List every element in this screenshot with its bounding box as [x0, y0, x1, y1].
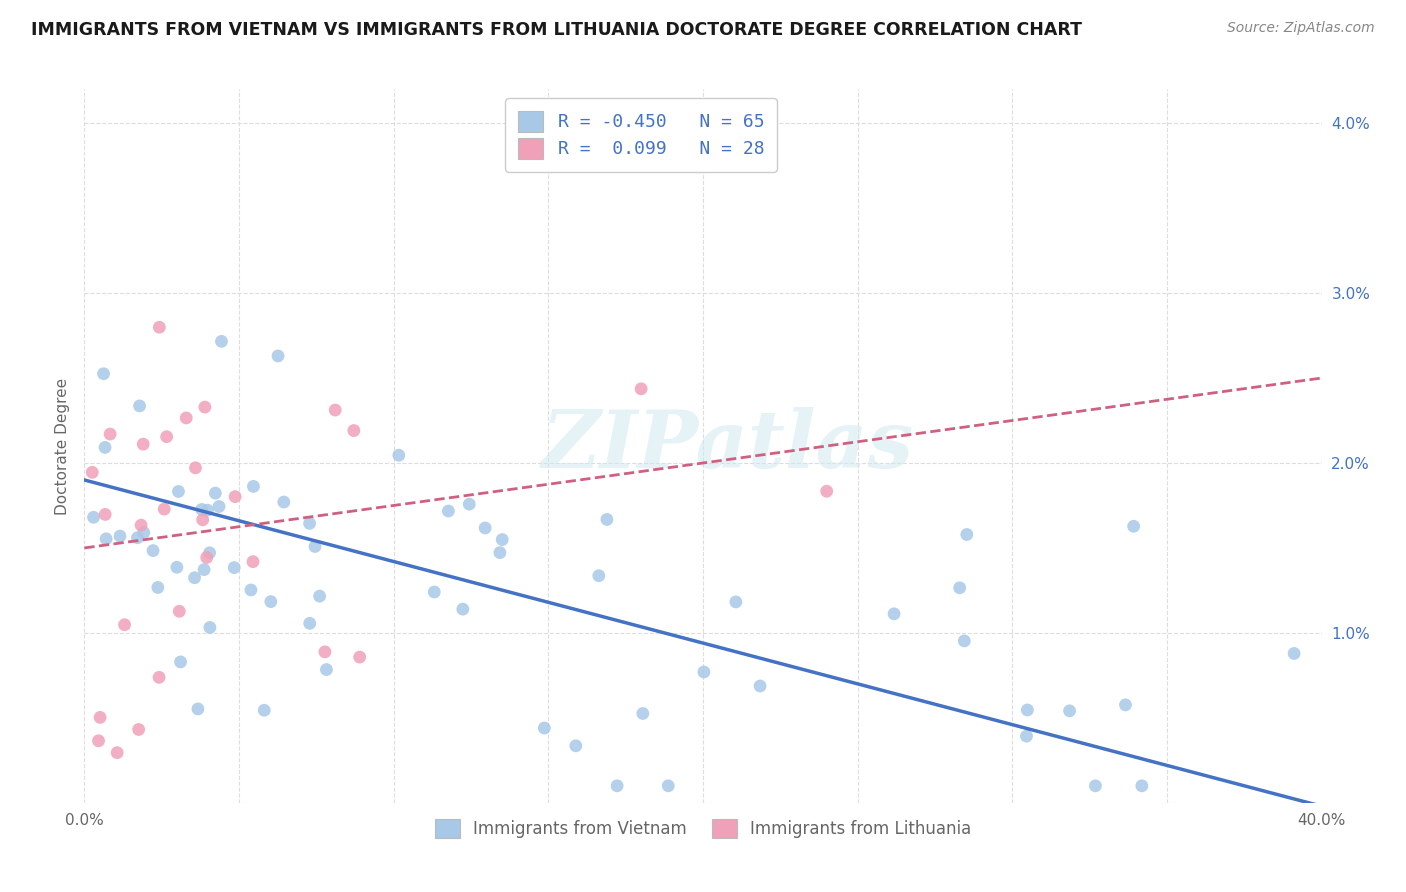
- Point: [565, 739, 588, 753]
- Point: [343, 424, 366, 438]
- Point: [87, 733, 110, 747]
- Point: [260, 594, 283, 608]
- Point: [98, 427, 121, 442]
- Point: [132, 525, 155, 540]
- Point: [458, 497, 481, 511]
- Point: [132, 437, 155, 451]
- Point: [533, 721, 555, 735]
- Point: [224, 560, 246, 574]
- Point: [949, 581, 972, 595]
- Point: [224, 490, 246, 504]
- Point: [195, 503, 218, 517]
- Point: [167, 484, 190, 499]
- Point: [749, 679, 772, 693]
- Point: [1084, 779, 1107, 793]
- Point: [298, 616, 321, 631]
- Point: [423, 585, 446, 599]
- Point: [693, 665, 716, 679]
- Point: [148, 670, 170, 684]
- Point: [1017, 703, 1039, 717]
- Point: [242, 555, 264, 569]
- Point: [657, 779, 679, 793]
- Point: [191, 513, 214, 527]
- Point: [83, 510, 105, 524]
- Point: [211, 334, 233, 349]
- Point: [153, 502, 176, 516]
- Point: [267, 349, 290, 363]
- Point: [956, 527, 979, 541]
- Point: [156, 430, 179, 444]
- Point: [127, 531, 149, 545]
- Point: [323, 403, 346, 417]
- Point: [315, 663, 337, 677]
- Y-axis label: Doctorate Degree: Doctorate Degree: [55, 377, 70, 515]
- Point: [208, 500, 231, 514]
- Point: [82, 466, 104, 480]
- Point: [198, 620, 221, 634]
- Point: [1015, 729, 1038, 743]
- Point: [204, 486, 226, 500]
- Point: [93, 367, 115, 381]
- Point: [128, 399, 150, 413]
- Point: [183, 571, 205, 585]
- Point: [388, 448, 411, 462]
- Point: [630, 382, 652, 396]
- Point: [631, 706, 654, 721]
- Point: [198, 546, 221, 560]
- Point: [166, 560, 188, 574]
- Point: [349, 650, 371, 665]
- Point: [588, 568, 610, 582]
- Point: [308, 589, 330, 603]
- Point: [169, 655, 191, 669]
- Point: [1282, 647, 1305, 661]
- Point: [105, 746, 128, 760]
- Point: [304, 540, 326, 554]
- Point: [883, 607, 905, 621]
- Point: [114, 617, 136, 632]
- Point: [474, 521, 496, 535]
- Point: [142, 543, 165, 558]
- Point: [239, 582, 262, 597]
- Point: [94, 441, 117, 455]
- Point: [253, 703, 276, 717]
- Text: ZIPatlas: ZIPatlas: [541, 408, 914, 484]
- Point: [148, 320, 170, 334]
- Point: [953, 633, 976, 648]
- Point: [194, 400, 217, 414]
- Point: [184, 460, 207, 475]
- Point: [724, 595, 747, 609]
- Point: [128, 723, 150, 737]
- Point: [193, 563, 215, 577]
- Point: [437, 504, 460, 518]
- Text: Source: ZipAtlas.com: Source: ZipAtlas.com: [1227, 21, 1375, 36]
- Point: [1130, 779, 1153, 793]
- Point: [1059, 704, 1081, 718]
- Point: [1122, 519, 1144, 533]
- Point: [94, 532, 117, 546]
- Point: [146, 581, 169, 595]
- Point: [451, 602, 474, 616]
- Point: [298, 516, 321, 531]
- Point: [174, 411, 197, 425]
- Legend: Immigrants from Vietnam, Immigrants from Lithuania: Immigrants from Vietnam, Immigrants from…: [427, 812, 979, 845]
- Point: [94, 508, 117, 522]
- Point: [242, 479, 264, 493]
- Point: [195, 550, 218, 565]
- Point: [129, 518, 152, 533]
- Text: IMMIGRANTS FROM VIETNAM VS IMMIGRANTS FROM LITHUANIA DOCTORATE DEGREE CORRELATIO: IMMIGRANTS FROM VIETNAM VS IMMIGRANTS FR…: [31, 21, 1083, 39]
- Point: [606, 779, 628, 793]
- Point: [815, 484, 838, 499]
- Point: [190, 502, 212, 516]
- Point: [89, 710, 111, 724]
- Point: [314, 645, 336, 659]
- Point: [169, 604, 191, 618]
- Point: [596, 512, 619, 526]
- Point: [108, 529, 131, 543]
- Point: [489, 546, 512, 560]
- Point: [187, 702, 209, 716]
- Point: [1114, 698, 1136, 712]
- Point: [273, 495, 295, 509]
- Point: [491, 533, 513, 547]
